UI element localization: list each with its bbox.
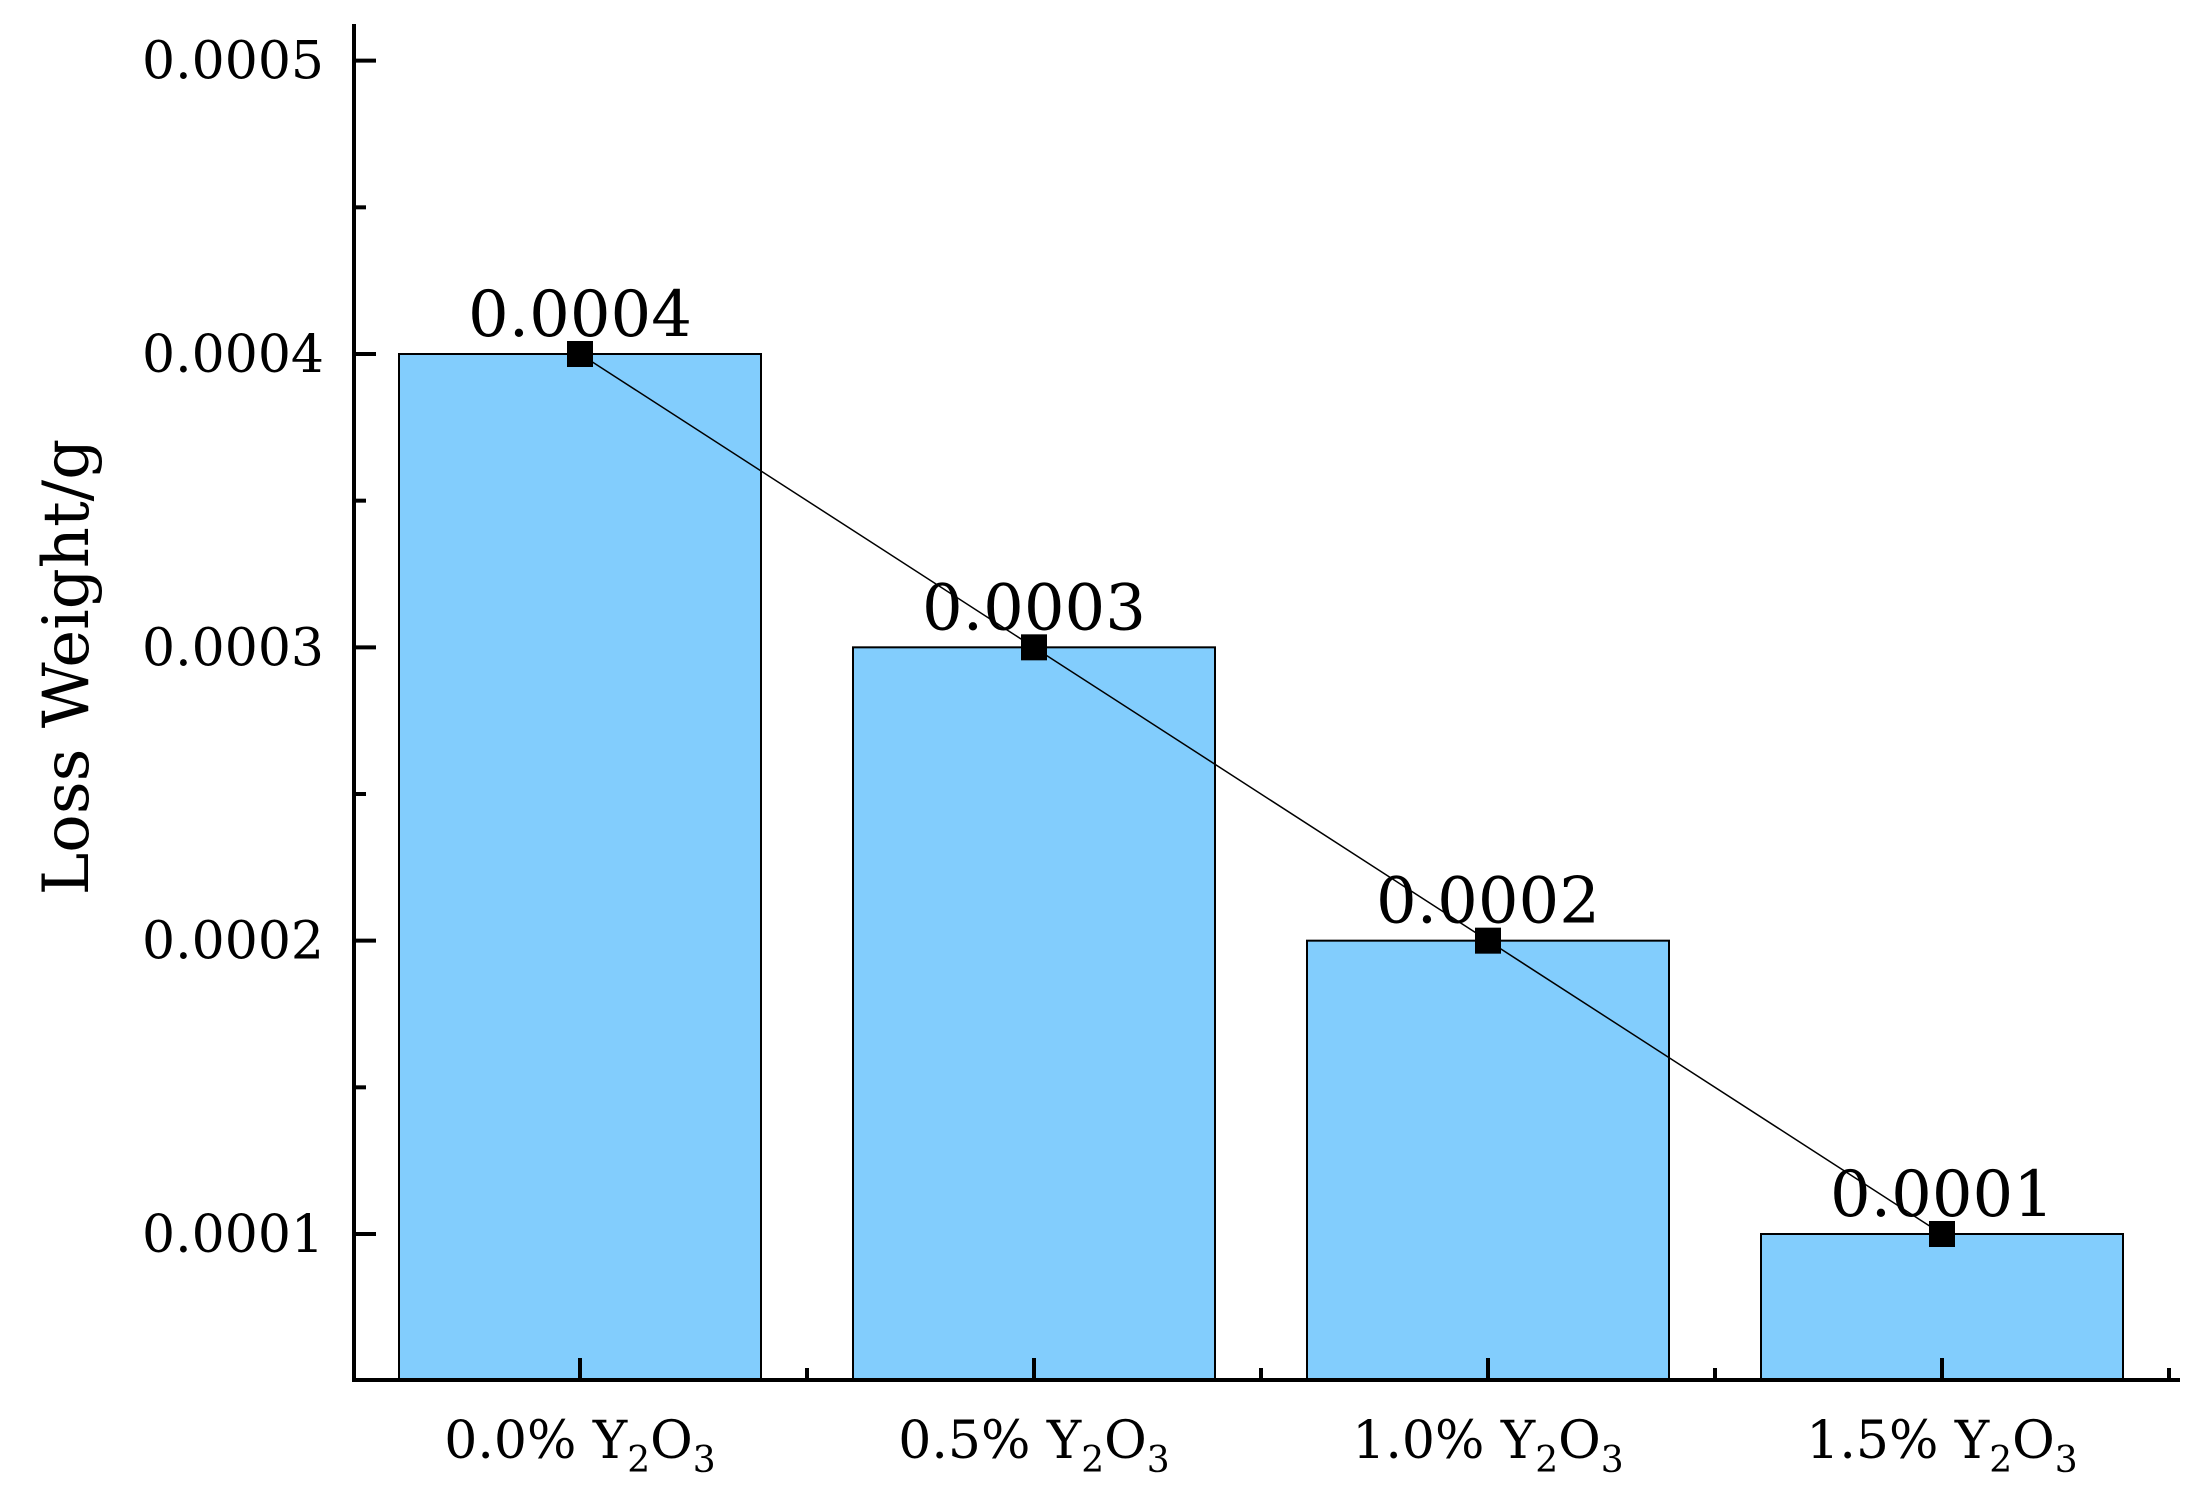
data-label-1: 0.0003	[922, 571, 1146, 645]
bar-2	[1306, 939, 1670, 1382]
labels: 0.0001 0.0002 0.0003 0.0004 0.0005 0.0004 0.00…	[142, 32, 2078, 1481]
bars	[398, 353, 2124, 1382]
y-tick-label-2: 0.0003	[142, 618, 324, 678]
bar-1	[852, 646, 1216, 1381]
y-tick-label-4: 0.0005	[142, 32, 324, 92]
marker-3	[1929, 1221, 1955, 1247]
marker-1	[1021, 634, 1047, 661]
y-tick-label-1: 0.0002	[142, 912, 324, 972]
x-tick-label-0: 0.0% Y2O3	[444, 1411, 715, 1481]
axes	[352, 24, 2180, 1382]
y-tick-label-0: 0.0001	[142, 1205, 324, 1265]
x-tick-label-3: 1.5% Y2O3	[1806, 1411, 2077, 1481]
x-tick-label-1: 0.5% Y2O3	[898, 1411, 1169, 1481]
marker-2	[1475, 927, 1501, 954]
data-label-3: 0.0001	[1830, 1158, 2054, 1232]
x-tick-label-2: 1.0% Y2O3	[1352, 1411, 1623, 1481]
y-tick-label-3: 0.0004	[142, 325, 324, 385]
data-label-0: 0.0004	[468, 278, 692, 352]
data-label-2: 0.0002	[1376, 865, 1600, 939]
marker-0	[567, 341, 593, 367]
trend-line-layer	[567, 341, 1955, 1247]
trend-line	[579, 353, 1943, 1235]
bar-3	[1760, 1233, 2124, 1381]
y-axis-title: Loss Weight/g	[30, 439, 104, 895]
bar-0	[398, 353, 762, 1381]
